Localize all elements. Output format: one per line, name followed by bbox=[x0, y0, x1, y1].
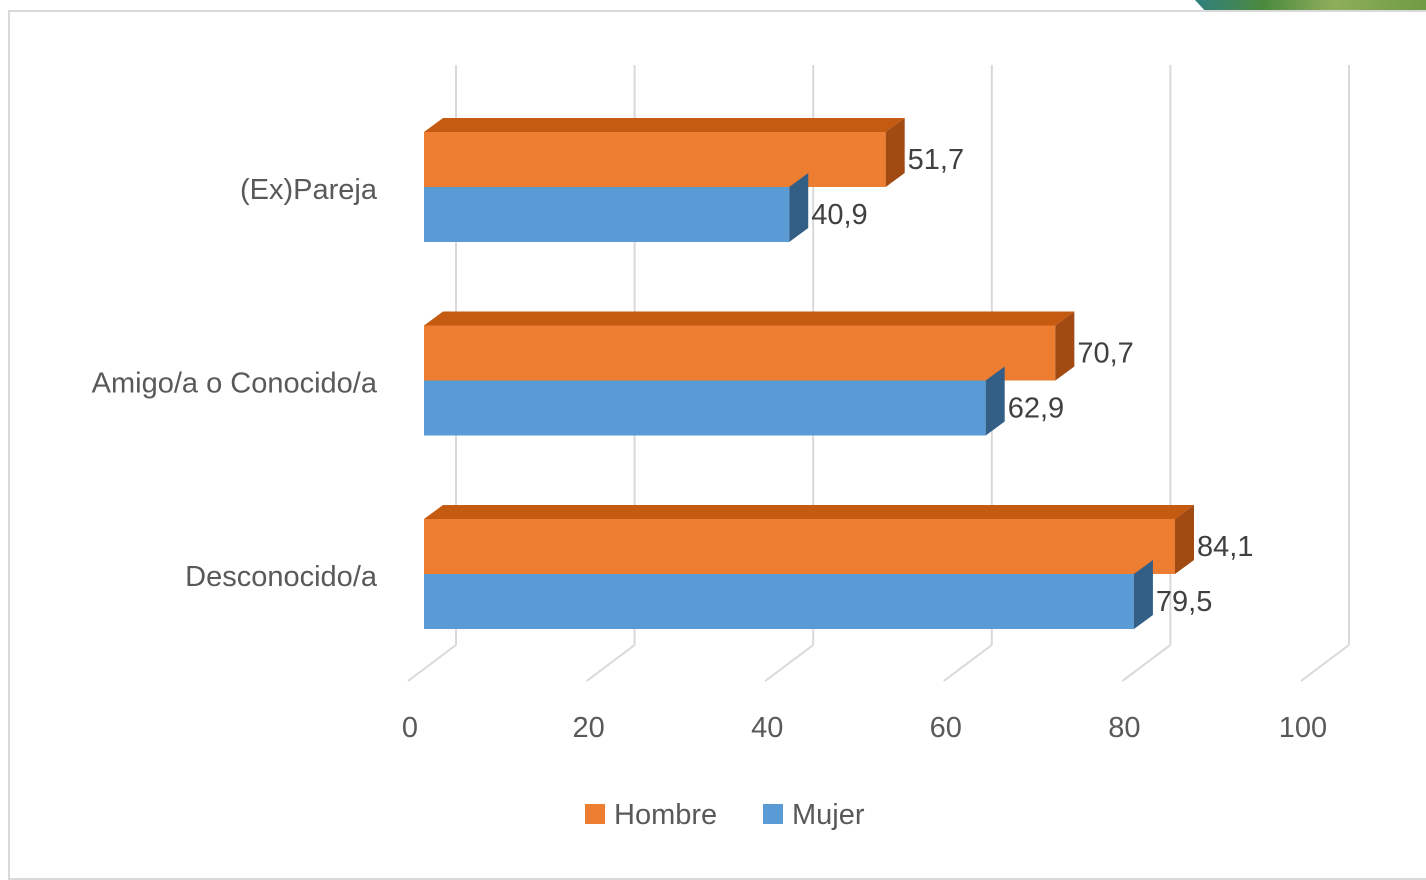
bar-mujer bbox=[424, 187, 790, 242]
legend-swatch-mujer bbox=[763, 804, 783, 824]
x-tick-label: 60 bbox=[930, 712, 962, 744]
bar-side-mujer bbox=[789, 173, 809, 242]
bar-side-mujer bbox=[1133, 560, 1153, 629]
floor-gridline bbox=[1121, 644, 1172, 682]
x-tick-label: 0 bbox=[402, 712, 418, 744]
data-label: 51,7 bbox=[908, 144, 964, 176]
x-tick-label: 20 bbox=[572, 712, 604, 744]
floor-gridline bbox=[407, 644, 457, 682]
bar-hombre bbox=[424, 325, 1056, 381]
x-tick-label: 100 bbox=[1279, 712, 1327, 744]
data-label: 84,1 bbox=[1197, 531, 1253, 563]
category-label: Desconocido/a bbox=[185, 561, 378, 593]
bar-mujer bbox=[424, 380, 986, 436]
data-labels: 84,1 79,5 70,7 62,9 51,7 40,9 bbox=[811, 144, 1253, 618]
x-tick-label: 80 bbox=[1108, 712, 1140, 744]
floor-gridline bbox=[943, 644, 993, 682]
floor-gridline bbox=[764, 644, 814, 682]
bar-side-hombre bbox=[1175, 505, 1195, 574]
x-tick-label: 40 bbox=[751, 712, 783, 744]
floor-gridline bbox=[1300, 644, 1350, 682]
bar-top-hombre bbox=[424, 118, 905, 132]
category-labels: Desconocido/a Amigo/a o Conocido/a (Ex)Par… bbox=[92, 174, 378, 593]
bar-hombre bbox=[424, 519, 1176, 574]
legend-swatch-hombre bbox=[585, 804, 605, 824]
data-label: 79,5 bbox=[1156, 586, 1212, 618]
bar-top-hombre bbox=[424, 311, 1075, 326]
category-label: Amigo/a o Conocido/a bbox=[92, 368, 378, 400]
data-label: 40,9 bbox=[811, 199, 867, 231]
bar-side-mujer bbox=[985, 366, 1005, 436]
data-label: 62,9 bbox=[1008, 393, 1064, 425]
bar-hombre bbox=[424, 132, 886, 187]
corner-decorative-image bbox=[1195, 0, 1426, 10]
data-label: 70,7 bbox=[1077, 338, 1133, 370]
category-label: (Ex)Pareja bbox=[240, 174, 378, 206]
legend-label-mujer: Mujer bbox=[792, 799, 865, 831]
floor-gridline bbox=[585, 644, 636, 682]
bar-side-hombre bbox=[885, 118, 905, 187]
bar-mujer bbox=[424, 574, 1134, 629]
legend: Hombre Mujer bbox=[585, 799, 865, 831]
bars bbox=[424, 118, 1195, 629]
legend-label-hombre: Hombre bbox=[614, 799, 717, 831]
bar-top-hombre bbox=[424, 505, 1195, 519]
x-tick-labels: 0 20 40 60 80 100 bbox=[402, 712, 1327, 744]
bar-side-hombre bbox=[1055, 311, 1075, 381]
